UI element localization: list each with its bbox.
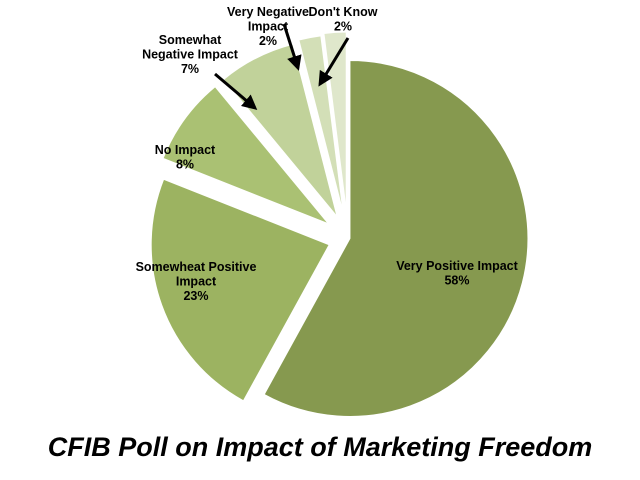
slice-label-1: Somewheat Positive Impact 23% — [136, 260, 257, 303]
slice-label-line: Very Negative — [227, 5, 309, 19]
slice-label-line: Impact — [248, 20, 289, 34]
slice-label-line: Very Positive Impact — [396, 259, 518, 273]
pie-slice-4 — [298, 35, 344, 213]
slice-label-line: Don't Know — [309, 5, 378, 19]
slice-label-line: No Impact — [155, 143, 216, 157]
pie-chart: Very Positive Impact 58% Somewheat Positiv… — [136, 5, 529, 417]
slice-label-5: Don't Know 2% — [309, 5, 378, 34]
callout-arrow-4 — [282, 23, 302, 71]
slice-label-line: Somewheat Positive — [136, 260, 257, 274]
slice-label-line: 58% — [444, 274, 469, 288]
slice-label-line: 8% — [176, 158, 194, 172]
pie-slice-0 — [263, 59, 529, 417]
pie-slice-1 — [150, 178, 330, 402]
callout-arrow-5 — [318, 37, 350, 87]
slice-label-0: Very Positive Impact 58% — [396, 259, 518, 288]
callout-arrow-3 — [214, 72, 258, 110]
slice-label-3: Somewhat Negative Impact 7% — [142, 33, 239, 76]
slice-label-line: 2% — [259, 34, 277, 48]
slice-label-line: 23% — [183, 289, 208, 303]
pie-slice-3 — [222, 43, 338, 217]
slice-label-4: Very Negative Impact 2% — [227, 5, 309, 48]
slice-label-line: 2% — [334, 20, 352, 34]
slice-label-line: Negative Impact — [142, 48, 239, 62]
slice-label-line: Impact — [176, 275, 217, 289]
chart-title: CFIB Poll on Impact of Marketing Freedom — [47, 432, 593, 462]
slice-label-line: Somewhat — [159, 33, 222, 47]
slice-label-line: 7% — [181, 62, 199, 76]
pie-slice-2 — [162, 86, 329, 225]
slice-label-2: No Impact 8% — [155, 143, 216, 172]
